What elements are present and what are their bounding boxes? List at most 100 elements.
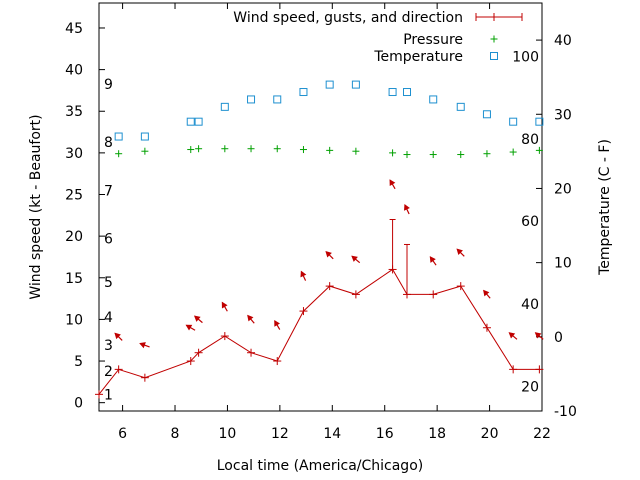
- x-axis-label: Local time (America/Chicago): [217, 458, 423, 474]
- x-tick-label: 12: [271, 426, 289, 442]
- beaufort-label: 8: [104, 135, 113, 151]
- arrow-head: [139, 342, 146, 349]
- wind-direction-arrow: [508, 332, 518, 340]
- pressure-point: [389, 149, 397, 157]
- tick-labels-layer: 6 8 10 12 14 16 18 20 22051015202530354045-10010…: [65, 21, 577, 442]
- temperature-point: [194, 117, 203, 126]
- wind-direction-arrow: [429, 256, 437, 266]
- arrow-head: [274, 320, 280, 327]
- y-right-tick-label: 30: [554, 107, 572, 123]
- wind-direction-arrow: [325, 251, 334, 260]
- y-right-tick-label: 10: [554, 256, 572, 272]
- y-left-tick-label: 0: [74, 396, 83, 412]
- y-right-tick-label: -10: [554, 404, 577, 420]
- arrow-head: [534, 332, 542, 339]
- wind-point: [114, 365, 123, 374]
- wind-direction-arrow: [404, 204, 410, 215]
- y-right-tick-label: 20: [554, 181, 572, 197]
- pressure-point: [115, 150, 123, 158]
- pressure-point: [535, 146, 543, 154]
- x-tick-label: 10: [219, 426, 237, 442]
- wind-direction-arrow: [114, 332, 123, 341]
- y-left-tick-label: 15: [65, 271, 83, 287]
- x-tick-label: 8: [171, 426, 180, 442]
- y-axis-label-left: Wind speed (kt - Beaufort): [28, 114, 44, 299]
- wind-point: [247, 348, 256, 357]
- x-tick-label: 16: [376, 426, 394, 442]
- pressure-point: [273, 145, 281, 153]
- temperature-point: [535, 117, 544, 126]
- y-left-tick-label: 10: [65, 312, 83, 328]
- arrow-head: [456, 248, 463, 256]
- wind-point: [299, 307, 308, 316]
- legend-temperature-mark: [490, 52, 498, 60]
- wind-direction-arrow: [193, 315, 203, 324]
- fahrenheit-label: 20: [521, 380, 539, 396]
- y-axis-label-right: Temperature (C - F): [597, 139, 613, 276]
- pressure-point: [352, 147, 360, 155]
- y-right-tick-label: 0: [554, 330, 563, 346]
- wind-direction-arrow: [221, 301, 228, 312]
- beaufort-label: 7: [104, 183, 113, 199]
- fahrenheit-label: 80: [521, 132, 539, 148]
- beaufort-label: 9: [104, 77, 113, 93]
- beaufort-label: 6: [104, 232, 113, 248]
- wind-direction-arrow: [247, 314, 255, 324]
- temperature-point: [482, 110, 491, 119]
- legend-label: Wind speed, gusts, and direction: [233, 10, 463, 26]
- arrow-head: [404, 204, 410, 211]
- arrow-head: [325, 251, 332, 258]
- fahrenheit-label: 100: [512, 49, 539, 65]
- temperature-point: [456, 102, 465, 111]
- wind-point: [186, 357, 195, 366]
- x-tick-label: 14: [323, 426, 341, 442]
- wind-point: [482, 323, 491, 332]
- x-tick-label: 20: [481, 426, 499, 442]
- temperature-point: [186, 117, 195, 126]
- beaufort-label: 2: [104, 364, 113, 380]
- y-left-tick-label: 5: [74, 354, 83, 370]
- x-tick-label: 22: [533, 426, 551, 442]
- y-left-tick-label: 40: [65, 63, 83, 79]
- wind-point: [95, 390, 103, 399]
- arrow-head: [114, 332, 121, 340]
- beaufort-label: 3: [104, 338, 113, 354]
- temperature-point: [509, 117, 518, 126]
- gust-bar: [404, 243, 411, 295]
- pressure-point: [195, 145, 203, 153]
- x-tick-label: 6: [118, 426, 127, 442]
- arrow-head: [508, 332, 516, 339]
- y-left-tick-label: 25: [65, 188, 83, 204]
- temperature-point: [351, 80, 360, 89]
- pressure-point: [141, 147, 149, 155]
- legend: Wind speed, gusts, and direction Pressure…: [233, 10, 523, 65]
- arrow-head: [247, 314, 254, 322]
- temperature-point: [299, 88, 308, 97]
- beaufort-label: 4: [104, 310, 113, 326]
- wind-direction-arrow: [351, 255, 361, 264]
- arrow-head: [429, 256, 436, 263]
- y-left-tick-label: 45: [65, 21, 83, 37]
- legend-label: Temperature: [373, 49, 463, 65]
- arrow-head: [185, 324, 193, 331]
- series-layer: [95, 80, 544, 399]
- wind-point: [535, 365, 544, 374]
- fahrenheit-label: 60: [521, 214, 539, 230]
- arrow-head: [351, 255, 358, 262]
- wind-point: [273, 357, 282, 366]
- wind-direction-arrow: [274, 320, 281, 330]
- arrow-head: [193, 315, 201, 322]
- wind-point: [325, 282, 334, 291]
- temperature-point: [325, 80, 334, 89]
- legend-label: Pressure: [403, 32, 463, 48]
- arrow-head: [389, 179, 396, 187]
- y-right-tick-label: 40: [554, 33, 572, 49]
- y-left-tick-label: 35: [65, 104, 83, 120]
- beaufort-label: 5: [104, 275, 113, 291]
- wind-point: [351, 290, 360, 299]
- pressure-point: [247, 145, 255, 153]
- wind-direction-arrow: [534, 332, 544, 340]
- wind-point: [220, 332, 229, 341]
